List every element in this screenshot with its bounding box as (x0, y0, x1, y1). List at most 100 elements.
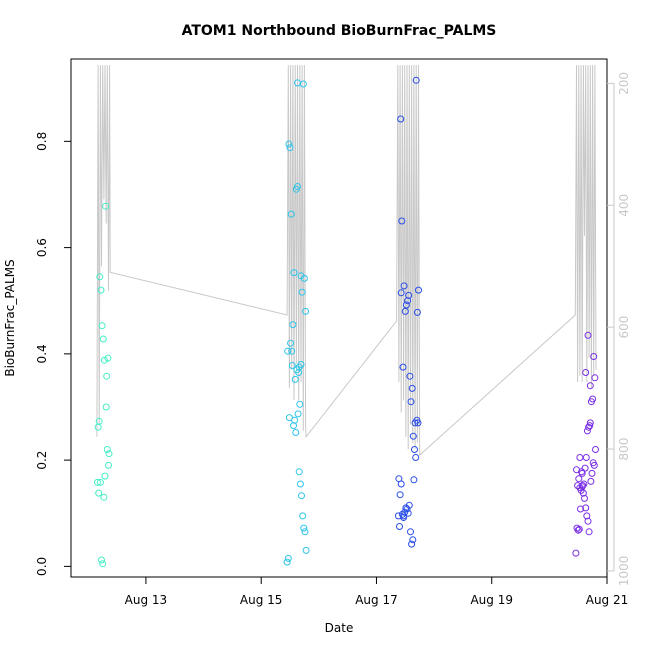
data-point (407, 528, 414, 536)
data-point (283, 558, 291, 566)
y-axis-label: BioBurnFrac_PALMS (3, 259, 17, 376)
x-tick-label: Aug 15 (240, 593, 283, 607)
series-1 (94, 202, 113, 568)
data-point (296, 480, 304, 488)
data-point (582, 504, 590, 512)
data-point (397, 289, 405, 297)
data-point (289, 321, 297, 329)
data-point (400, 512, 408, 520)
data-point (290, 422, 297, 430)
data-point (402, 301, 410, 309)
series-3 (394, 76, 422, 548)
data-point (301, 528, 309, 536)
data-point (588, 469, 596, 477)
y-tick-label: 0.4 (35, 344, 49, 363)
data-point (574, 482, 582, 490)
data-point (575, 475, 583, 483)
secondary-y-tick-label: 600 (617, 316, 631, 339)
data-point (288, 362, 296, 369)
data-point (407, 398, 415, 406)
data-point (406, 372, 414, 380)
secondary-y-tick-label: 200 (617, 72, 631, 95)
data-point (415, 286, 422, 294)
data-point (95, 489, 103, 497)
data-point (103, 372, 111, 380)
data-point (399, 363, 407, 371)
data-point (97, 286, 105, 294)
data-point (408, 384, 416, 392)
data-point (581, 464, 589, 472)
data-point (396, 523, 403, 530)
data-point (409, 536, 417, 544)
x-tick-label: Aug 21 (586, 593, 629, 607)
data-point (403, 505, 411, 513)
data-point (408, 540, 416, 548)
data-point (592, 446, 599, 453)
y-tick-label: 0.6 (35, 238, 49, 257)
axes-layer: Aug 13 Aug 15 Aug 17 Aug 19 Aug 21 0.0 0.2 0.4 0… (35, 72, 631, 607)
data-point (578, 469, 586, 477)
data-point (410, 476, 418, 484)
series-2 (283, 79, 310, 566)
data-point (96, 273, 104, 281)
data-point (300, 274, 308, 282)
data-point (581, 494, 588, 502)
data-point (284, 347, 292, 355)
x-tick-label: Aug 19 (470, 593, 513, 607)
data-point (576, 454, 584, 461)
data-point (579, 489, 587, 497)
x-tick-label: Aug 13 (125, 593, 168, 607)
data-point (104, 354, 112, 362)
series-4 (572, 331, 599, 557)
data-point (582, 369, 590, 376)
data-point (585, 423, 593, 431)
data-point (300, 524, 308, 532)
data-point (591, 374, 599, 382)
data-point (292, 429, 300, 436)
data-point (294, 183, 301, 190)
x-tick-label: Aug 17 (355, 593, 398, 607)
data-point (590, 461, 598, 469)
secondary-y-tick-label: 1000 (617, 556, 631, 587)
data-point (105, 461, 112, 469)
x-axis-label: Date (325, 621, 354, 635)
data-point (98, 556, 105, 564)
data-point (102, 403, 110, 411)
data-point (398, 217, 406, 225)
y-tick-label: 0.8 (35, 132, 49, 151)
data-point (291, 416, 299, 424)
data-point (94, 478, 101, 486)
data-point (299, 512, 307, 520)
data-point (404, 297, 412, 305)
data-point (291, 375, 299, 383)
data-point (287, 210, 295, 218)
data-point (302, 546, 310, 554)
data-point (401, 307, 409, 315)
data-point (290, 269, 298, 277)
data-point (586, 422, 594, 430)
data-point (574, 526, 582, 534)
data-point (285, 140, 293, 148)
data-point (405, 291, 413, 299)
data-point (284, 554, 292, 562)
data-point (409, 432, 417, 440)
data-point (99, 560, 107, 568)
data-point (586, 382, 594, 390)
chart-title: ATOM1 Northbound BioBurnFrac_PALMS (182, 23, 497, 39)
data-point (396, 491, 404, 499)
data-point (100, 356, 108, 364)
data-point (96, 478, 104, 486)
data-point (294, 79, 301, 87)
data-point (587, 477, 595, 485)
data-point (296, 400, 304, 408)
data-point (583, 512, 591, 520)
data-point (411, 419, 419, 427)
data-point (412, 454, 420, 461)
data-point (98, 322, 106, 330)
data-point (100, 493, 108, 501)
data-point (584, 517, 592, 525)
data-point (95, 417, 103, 425)
data-point (412, 76, 420, 84)
data-point (575, 525, 583, 533)
